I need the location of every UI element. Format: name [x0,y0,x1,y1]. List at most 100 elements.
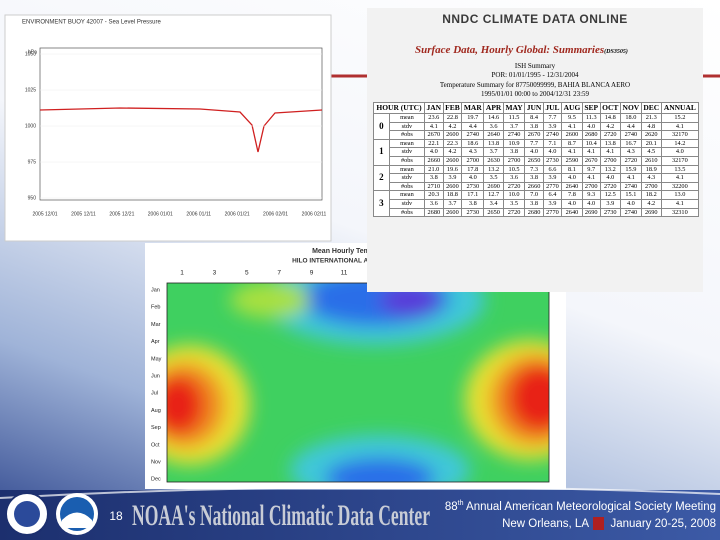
stat-value: 4.3 [619,147,642,157]
stat-value: 14.2 [660,138,700,149]
stat-value: 13.2 [599,164,621,175]
stat-value: 14.8 [599,113,621,123]
stat-value: 7.3 [524,164,544,175]
stat-value: 2720 [502,181,526,192]
heatmap-y-label: Oct [151,442,160,448]
left-y-label: 975 [28,159,37,165]
stat-value: 2670 [581,155,601,166]
table-subtitle: Surface Data, Hourly Global: Summaries(D… [415,44,628,56]
hour-header: HOUR (UTC) [372,102,426,114]
left-x-label: 2005 12/11 [71,211,96,217]
left-x-label: 2006 02/01 [263,211,288,217]
stat-value: 2730 [461,181,485,192]
stat-value: 13.8 [483,138,504,149]
stat-value: 21.0 [424,164,444,175]
data-row: #obs 2710 2600 2730 2690 2720 2660 2770 2640 2700… [374,181,700,192]
stat-value: 2680 [424,207,444,218]
header-row: HOUR (UTC) JAN FEB MAR APR MAY JUN JUL AUG SEP OCT… [372,102,700,114]
heatmap-y-label: Jun [151,373,160,379]
left-y-label: 1025 [25,87,36,93]
heatmap-x-label: 1 [180,270,184,277]
stat-value: 13.2 [483,164,504,175]
data-row: stdv 3.6 3.7 3.8 3.4 3.5 3.8 3.9 4.0 4.0 3.9 4.0 4.2… [374,198,700,209]
left-y-label: 950 [28,195,37,201]
stat-value: 2670 [524,130,544,140]
stat-value: 3.6 [502,173,526,183]
stat-value: 2700 [581,181,601,192]
stat-value: 4.0 [599,173,621,183]
stat-value: 7.1 [542,138,563,149]
stat-value: 7.0 [524,190,544,200]
stat-value: 4.0 [619,198,642,209]
stat-value: 4.8 [640,121,662,132]
stat-value: 2740 [461,130,485,140]
stat-value: 4.2 [442,121,463,132]
stat-value: 2600 [442,130,463,140]
meeting-line: 88th Annual American Meteorological Soci… [445,500,716,513]
data-row: #obs 2670 2600 2740 2640 2740 2670 2740 2600 2680… [374,130,700,140]
location-divider [593,517,604,530]
meeting-name: Annual American Meteorological Society M… [463,501,716,513]
stat-value: 4.2 [442,147,463,157]
stat-value: 3.8 [461,198,485,209]
stat-value: 4.5 [640,147,662,157]
stat-value: 3.8 [502,147,526,157]
heatmap-y-label: May [151,356,162,362]
stat-name: stdv [388,198,426,209]
stat-value: 4.1 [561,147,583,157]
stat-value: 12.5 [599,190,621,200]
stat-value: 6.6 [542,164,563,175]
stat-value: 2720 [599,130,621,140]
stat-value: 2640 [561,181,583,192]
left-chart-title: ENVIRONMENT BUOY 42007 - Sea Level Press… [22,20,161,26]
dataset-id: (DS3505) [604,49,628,55]
center-name: NOAA's National Climatic Data Center [132,499,430,532]
stat-value: 22.3 [442,138,463,149]
stat-value: 15.1 [619,190,642,200]
stat-value: 13.8 [599,138,621,149]
stat-value: 3.4 [483,198,504,209]
dates: January 20-25, 2008 [611,518,717,530]
left-y-label: 1050 [25,51,36,57]
stat-name: mean [388,164,426,175]
stat-value: 2720 [502,207,526,218]
stat-value: 4.4 [619,121,642,132]
stat-value: 2730 [542,155,563,166]
table-panel: NNDC CLIMATE DATA ONLINE Surface Data, H… [367,8,703,292]
stat-value: 2740 [619,181,642,192]
stat-value: 2770 [542,207,563,218]
stat-value: 4.0 [581,121,601,132]
stat-value: 8.7 [561,138,583,149]
subtitle-text: Surface Data, Hourly Global: Summaries [415,44,605,56]
stat-value: 4.1 [424,121,444,132]
stat-value: 4.3 [640,173,662,183]
heatmap-title: Mean Hourly Temperature [312,248,398,255]
stat-value: 3.5 [502,198,526,209]
stat-value: 2600 [442,181,463,192]
stat-value: 2740 [619,130,642,140]
left-x-label: 2006 01/01 [148,211,173,217]
stat-value: 3.9 [542,121,563,132]
stat-name: mean [388,138,426,149]
stat-value: 13.5 [660,164,700,175]
stat-value: 13.0 [660,190,700,200]
stat-value: 2730 [461,207,485,218]
left-chart-panel [4,14,332,242]
stat-value: 2690 [483,181,504,192]
stat-value: 11.5 [502,113,526,123]
stat-name: #obs [388,155,426,166]
doc-logo-inner [14,501,40,527]
stat-value: 4.1 [561,121,583,132]
stat-value: 17.8 [461,164,485,175]
stat-name: #obs [388,130,426,140]
stat-value: 2730 [599,207,621,218]
stat-value: 8.4 [524,113,544,123]
stat-value: 4.0 [524,147,544,157]
stat-value: 4.1 [660,198,700,209]
left-y-label: 1000 [25,123,36,129]
stat-value: 4.2 [640,198,662,209]
summary-table: HOUR (UTC) JAN FEB MAR APR MAY JUN JUL AUG SEP OCT… [372,102,700,218]
stat-value: 19.6 [442,164,463,175]
meeting-suffix: th [458,500,464,507]
